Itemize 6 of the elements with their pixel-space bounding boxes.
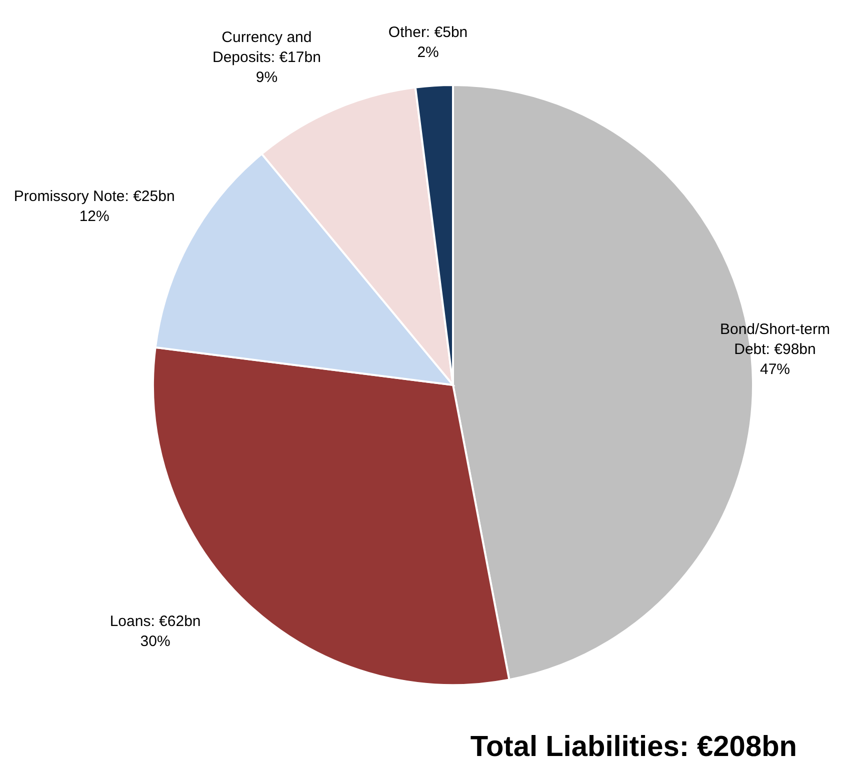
slice-label: Currency and Deposits: €17bn 9% (212, 28, 322, 88)
slice-label: Promissory Note: €25bn 12% (12, 186, 176, 227)
slice-label: Loans: €62bn 30% (108, 612, 202, 652)
text: Total Liabilities: €208bn (470, 731, 797, 764)
slice-label: Bond/Short-term Debt: €98bn 47% (718, 320, 832, 380)
slice-label: Other: €5bn 2% (387, 22, 469, 63)
